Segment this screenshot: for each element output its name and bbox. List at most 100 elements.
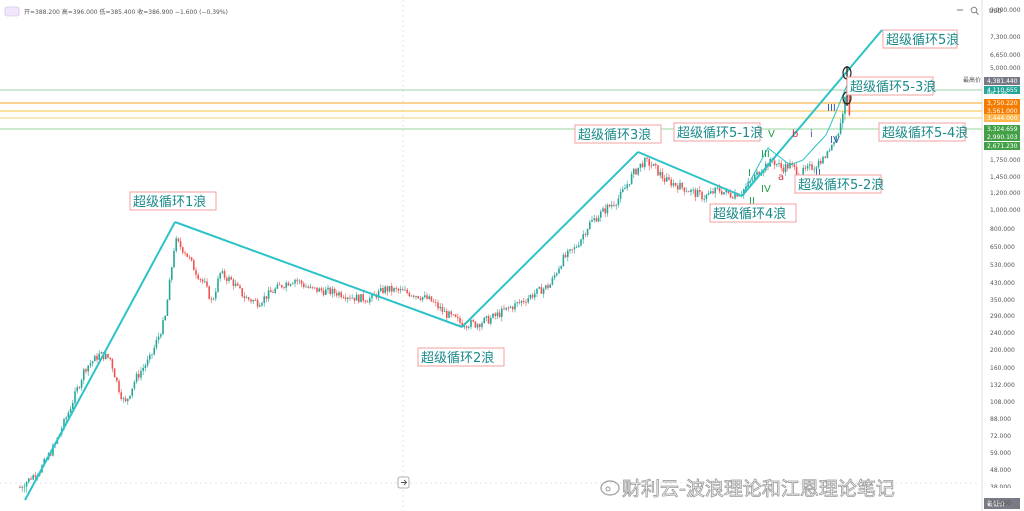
search-icon[interactable] bbox=[970, 6, 979, 15]
candle-body bbox=[705, 194, 708, 199]
candle-body bbox=[795, 166, 798, 176]
candle-body bbox=[294, 279, 296, 284]
candle-body bbox=[19, 487, 21, 488]
candle-body bbox=[670, 179, 672, 186]
candle-body bbox=[296, 279, 298, 281]
candle-body bbox=[688, 191, 690, 193]
price-tick-label: 7,300.000 bbox=[990, 34, 1021, 41]
candle-body bbox=[263, 296, 265, 303]
candle-body bbox=[802, 167, 804, 176]
candle-body bbox=[94, 355, 96, 362]
candle-body bbox=[597, 217, 600, 222]
candle-body bbox=[232, 279, 235, 286]
candle-body bbox=[848, 93, 851, 115]
candle-body bbox=[505, 307, 507, 310]
candle-body bbox=[595, 218, 598, 222]
candle-body bbox=[179, 241, 182, 248]
sub-wave-green-V: V bbox=[768, 129, 775, 140]
sub-wave-green-IV: IV bbox=[761, 184, 771, 195]
candle-body bbox=[699, 190, 701, 192]
candle-body bbox=[366, 301, 369, 303]
candle-body bbox=[826, 151, 829, 158]
low-badge-label: 最低价 bbox=[987, 500, 1005, 508]
candle-body bbox=[28, 478, 30, 483]
candle-body bbox=[474, 321, 477, 328]
candle-body bbox=[215, 291, 217, 299]
candle-body bbox=[239, 285, 241, 289]
candle-body bbox=[531, 295, 534, 298]
candle-body bbox=[261, 302, 263, 306]
candle-body bbox=[468, 326, 470, 328]
level-badge bbox=[984, 133, 1020, 141]
candle-body bbox=[199, 279, 202, 280]
wave-lines bbox=[24, 29, 883, 501]
candle-body bbox=[496, 312, 499, 316]
wave-label-2: 超级循环2浪 bbox=[417, 347, 505, 367]
candle-body bbox=[358, 294, 360, 303]
candle-body bbox=[171, 267, 173, 280]
candle-body bbox=[432, 301, 435, 303]
price-tick-label: 1,000.000 bbox=[990, 207, 1021, 214]
candle-body bbox=[683, 187, 686, 192]
candle-body bbox=[380, 288, 382, 292]
candle-body bbox=[201, 279, 204, 282]
candle-body bbox=[160, 334, 162, 337]
candle-body bbox=[725, 190, 727, 193]
candle-body bbox=[461, 322, 463, 327]
candle-body bbox=[562, 254, 565, 267]
scroll-to-realtime-button[interactable] bbox=[397, 476, 410, 489]
candle-body bbox=[245, 297, 248, 299]
candle-body bbox=[806, 165, 809, 169]
candle-body bbox=[716, 187, 719, 189]
candle-body bbox=[248, 297, 250, 300]
candle-body bbox=[659, 172, 661, 176]
candle-body bbox=[776, 164, 778, 165]
candle-body bbox=[498, 312, 501, 317]
candle-body bbox=[652, 163, 655, 166]
candle-body bbox=[529, 295, 532, 299]
candle-body bbox=[281, 285, 283, 288]
candle-body bbox=[309, 286, 312, 288]
candle-body bbox=[107, 354, 109, 358]
candle-body bbox=[441, 306, 444, 312]
ohlc-readout: 开=388.200 高=396.000 低=385.400 收=386.900 … bbox=[24, 8, 228, 16]
candle-body bbox=[558, 268, 560, 274]
price-tick-label: 9,000.000 bbox=[990, 7, 1021, 14]
sub-wave-line bbox=[741, 84, 848, 197]
candle-body bbox=[344, 297, 347, 300]
menu-icon[interactable] bbox=[4, 6, 20, 17]
candle-body bbox=[89, 363, 92, 366]
candle-body bbox=[142, 368, 144, 371]
candle-body bbox=[815, 167, 818, 169]
wave-label-5-3: 超级循环5-3浪 bbox=[846, 76, 936, 96]
candle-body bbox=[813, 168, 815, 170]
candle-body bbox=[681, 182, 683, 188]
candle-body bbox=[793, 164, 796, 167]
price-tick-label: 59.000 bbox=[990, 450, 1011, 457]
candle-body bbox=[85, 369, 87, 372]
candle-body bbox=[773, 160, 776, 165]
candle-body bbox=[371, 293, 373, 299]
candle-body bbox=[472, 320, 474, 322]
sub-wave-red-a: a bbox=[778, 172, 784, 183]
candle-body bbox=[553, 275, 556, 278]
candle-body bbox=[325, 289, 327, 295]
candle-body bbox=[518, 302, 521, 304]
price-tick-label: 88.000 bbox=[990, 416, 1011, 423]
candle-body bbox=[578, 245, 580, 247]
candle-body bbox=[712, 191, 714, 194]
candle-body bbox=[809, 164, 811, 166]
candle-body bbox=[831, 144, 833, 151]
price-axis[interactable]: 9,000.0007,300.0006,650.0005,000.0003,30… bbox=[990, 7, 1021, 491]
candle-body bbox=[454, 314, 457, 317]
candle-body bbox=[408, 292, 411, 297]
candle-body bbox=[173, 250, 175, 268]
candle-body bbox=[272, 292, 274, 293]
candle-body bbox=[182, 247, 184, 253]
candle-body bbox=[230, 277, 232, 280]
candle-body bbox=[146, 359, 149, 366]
candle-body bbox=[703, 198, 705, 200]
level-badge bbox=[984, 99, 1020, 107]
candle-body bbox=[109, 357, 111, 360]
